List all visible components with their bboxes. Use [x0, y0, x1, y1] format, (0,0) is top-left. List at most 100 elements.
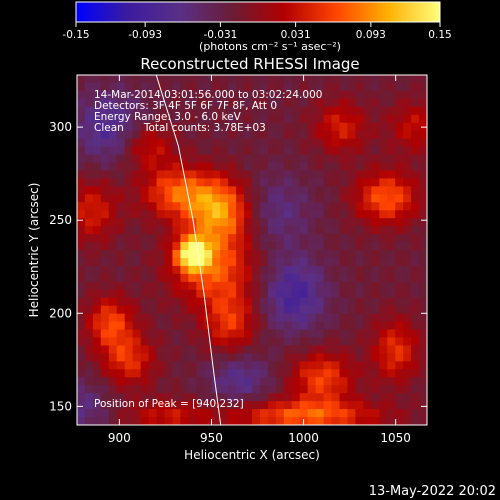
heatmap-cell	[236, 337, 245, 346]
heatmap-cell	[196, 337, 205, 346]
heatmap-cell	[267, 329, 277, 338]
heatmap-cell	[204, 82, 213, 92]
heatmap-cell	[395, 210, 404, 219]
heatmap-cell	[307, 106, 317, 116]
heatmap-cell	[172, 321, 181, 330]
heatmap-cell	[307, 257, 317, 267]
heatmap-cell	[323, 202, 332, 211]
heatmap-cell	[323, 273, 332, 283]
heatmap-cell	[244, 401, 253, 410]
heatmap-cell	[411, 273, 420, 283]
heatmap-cell	[259, 273, 269, 283]
heatmap-cell	[116, 385, 126, 394]
heatmap-cell	[363, 154, 372, 163]
heatmap-cell	[116, 345, 126, 354]
heatmap-cell	[188, 202, 197, 211]
heatmap-cell	[267, 257, 277, 267]
heatmap-cell	[172, 385, 181, 394]
heatmap-cell	[347, 393, 356, 402]
heatmap-cell	[172, 162, 181, 171]
heatmap-cell	[77, 75, 86, 84]
heatmap-cell	[100, 226, 110, 235]
heatmap-cell	[124, 98, 134, 108]
heatmap-cell	[315, 186, 324, 195]
heatmap-cell	[275, 146, 285, 155]
heatmap-cell	[307, 186, 317, 195]
heatmap-cell	[307, 321, 317, 330]
heatmap-cell	[140, 313, 149, 322]
heatmap-cell	[212, 250, 221, 259]
heatmap-cell	[252, 257, 261, 267]
heatmap-cell	[236, 417, 245, 425]
heatmap-cell	[259, 194, 269, 203]
heatmap-cell	[140, 194, 149, 203]
heatmap-cell	[244, 242, 253, 251]
heatmap-cell	[244, 90, 253, 100]
heatmap-cell	[140, 146, 149, 155]
heatmap-cell	[140, 401, 149, 410]
heatmap-cell	[403, 393, 412, 402]
heatmap-cell	[132, 75, 142, 84]
heatmap-cell	[283, 75, 293, 84]
heatmap-cell	[403, 353, 412, 362]
heatmap-cell	[267, 154, 277, 163]
heatmap-cell	[180, 146, 189, 155]
heatmap-cell	[387, 226, 396, 235]
heatmap-cell	[371, 122, 380, 132]
heatmap-cell	[363, 82, 372, 92]
heatmap-cell	[331, 210, 340, 219]
heatmap-cell	[387, 98, 396, 108]
heatmap-cell	[236, 202, 245, 211]
heatmap-cell	[331, 146, 340, 155]
heatmap-cell	[100, 75, 110, 84]
heatmap-cell	[291, 297, 301, 307]
heatmap-cell	[252, 337, 261, 346]
heatmap-cell	[116, 393, 126, 402]
heatmap-cell	[172, 265, 181, 275]
heatmap-cell	[259, 393, 269, 402]
heatmap-cell	[323, 178, 332, 187]
heatmap-cell	[196, 329, 205, 338]
heatmap-cell	[116, 178, 126, 187]
heatmap-cell	[379, 98, 388, 108]
heatmap-cell	[259, 114, 269, 124]
heatmap-cell	[116, 226, 126, 235]
heatmap-cell	[156, 377, 165, 386]
heatmap-cell	[355, 90, 364, 100]
heatmap-cell	[411, 234, 420, 243]
heatmap-cell	[148, 385, 157, 394]
heatmap-cell	[172, 313, 181, 322]
heatmap-cell	[323, 170, 332, 179]
heatmap-cell	[307, 170, 317, 179]
heatmap-cell	[204, 369, 213, 378]
heatmap-cell	[252, 82, 261, 92]
heatmap-cell	[204, 257, 213, 267]
heatmap-cell	[315, 122, 324, 132]
heatmap-cell	[259, 130, 269, 140]
heatmap-cell	[140, 321, 149, 330]
heatmap-cell	[236, 186, 245, 195]
heatmap-cell	[148, 75, 157, 84]
heatmap-cell	[275, 337, 285, 346]
heatmap-cell	[403, 162, 412, 171]
heatmap-cell	[299, 313, 309, 322]
heatmap-cell	[156, 146, 165, 155]
heatmap-cell	[212, 361, 221, 370]
heatmap-cell	[403, 305, 412, 315]
heatmap-cell	[228, 297, 237, 307]
heatmap-cell	[355, 393, 364, 402]
heatmap-cell	[355, 130, 364, 140]
heatmap-cell	[244, 138, 253, 147]
heatmap-cell	[363, 345, 372, 354]
heatmap-cell	[188, 122, 197, 132]
heatmap-cell	[220, 273, 229, 283]
heatmap-cell	[77, 393, 86, 402]
heatmap-cell	[371, 186, 380, 195]
heatmap-cell	[212, 194, 221, 203]
heatmap-cell	[204, 178, 213, 187]
heatmap-cell	[156, 321, 165, 330]
heatmap-cell	[299, 393, 309, 402]
heatmap-cell	[100, 385, 110, 394]
heatmap-cell	[116, 250, 126, 259]
heatmap-cell	[275, 329, 285, 338]
